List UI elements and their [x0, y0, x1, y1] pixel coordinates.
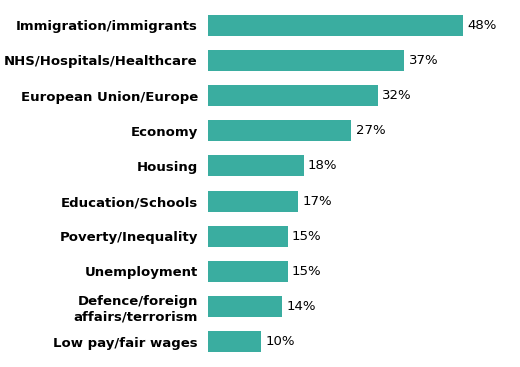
- Text: 17%: 17%: [303, 195, 332, 208]
- Bar: [208, 261, 288, 282]
- Bar: [208, 50, 405, 71]
- Text: 37%: 37%: [409, 54, 438, 67]
- Bar: [208, 120, 352, 141]
- Bar: [208, 331, 261, 352]
- Text: 15%: 15%: [292, 230, 322, 243]
- Text: 10%: 10%: [266, 335, 295, 348]
- Text: 48%: 48%: [467, 19, 497, 32]
- Text: 32%: 32%: [382, 89, 412, 102]
- Bar: [208, 190, 298, 212]
- Bar: [208, 226, 288, 247]
- Bar: [208, 155, 304, 177]
- Text: 18%: 18%: [308, 159, 337, 172]
- Text: 27%: 27%: [356, 124, 385, 137]
- Text: 15%: 15%: [292, 265, 322, 278]
- Bar: [208, 296, 282, 317]
- Text: 14%: 14%: [287, 300, 316, 313]
- Bar: [208, 15, 463, 36]
- Bar: [208, 85, 378, 106]
